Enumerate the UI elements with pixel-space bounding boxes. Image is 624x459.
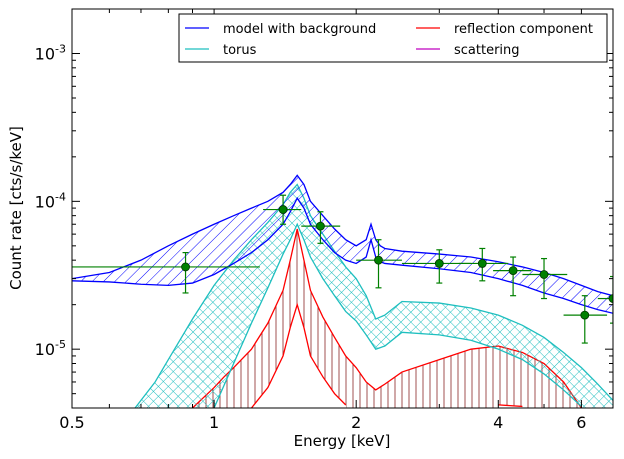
- plot-area: [72, 174, 613, 408]
- legend-box: [178, 13, 608, 63]
- model-with-background-band: [72, 175, 613, 314]
- data-point: [522, 257, 568, 300]
- x-tick-label: 0.5: [59, 413, 84, 432]
- data-marker: [181, 262, 190, 272]
- data-points: [72, 194, 613, 344]
- tick-labels: 0.5 1 2 4 6 10-5 10-4 10-3: [35, 43, 587, 432]
- data-point: [458, 247, 509, 282]
- x-tick-label: 4: [493, 413, 503, 432]
- data-point: [493, 256, 532, 297]
- legend-label-model-with-background: model with background: [223, 22, 376, 37]
- model-with-background-lower-line: [72, 196, 613, 314]
- reflection-component-band: [192, 228, 582, 408]
- data-marker: [374, 255, 383, 265]
- legend-label-reflection-component: reflection component: [454, 22, 593, 37]
- model-with-background-upper-line: [72, 174, 613, 297]
- y-tick-label: 10-4: [35, 190, 66, 211]
- x-tick-label: 1: [209, 413, 219, 432]
- y-axis-label: Count rate [cts/s/keV]: [7, 126, 25, 290]
- reflection-component-lower-line: [498, 404, 523, 408]
- data-marker: [316, 221, 325, 231]
- y-tick-label: 10-5: [35, 338, 66, 359]
- torus-lower-line: [213, 222, 582, 408]
- data-point: [263, 194, 302, 225]
- y-tick-label: 10-3: [35, 43, 66, 64]
- data-marker: [278, 205, 288, 214]
- data-marker: [477, 259, 487, 268]
- legend-label-scattering: scattering: [454, 43, 520, 58]
- legend: model with background torus reflection com…: [178, 13, 608, 63]
- axis-ticks: [71, 9, 613, 408]
- x-tick-label: 2: [351, 413, 361, 432]
- x-tick-label: 6: [576, 413, 586, 432]
- reflection-component-lower-line: [250, 302, 347, 408]
- data-marker: [608, 294, 613, 303]
- data-marker: [508, 266, 518, 276]
- data-marker: [539, 270, 549, 279]
- legend-label-torus: torus: [223, 43, 257, 58]
- data-point: [597, 275, 613, 324]
- data-point: [356, 239, 402, 289]
- data-point: [301, 211, 341, 244]
- x-axis-label: Energy [keV]: [294, 432, 391, 450]
- data-point: [563, 295, 608, 344]
- data-marker: [580, 310, 590, 320]
- data-marker: [434, 259, 444, 268]
- data-point: [72, 252, 260, 294]
